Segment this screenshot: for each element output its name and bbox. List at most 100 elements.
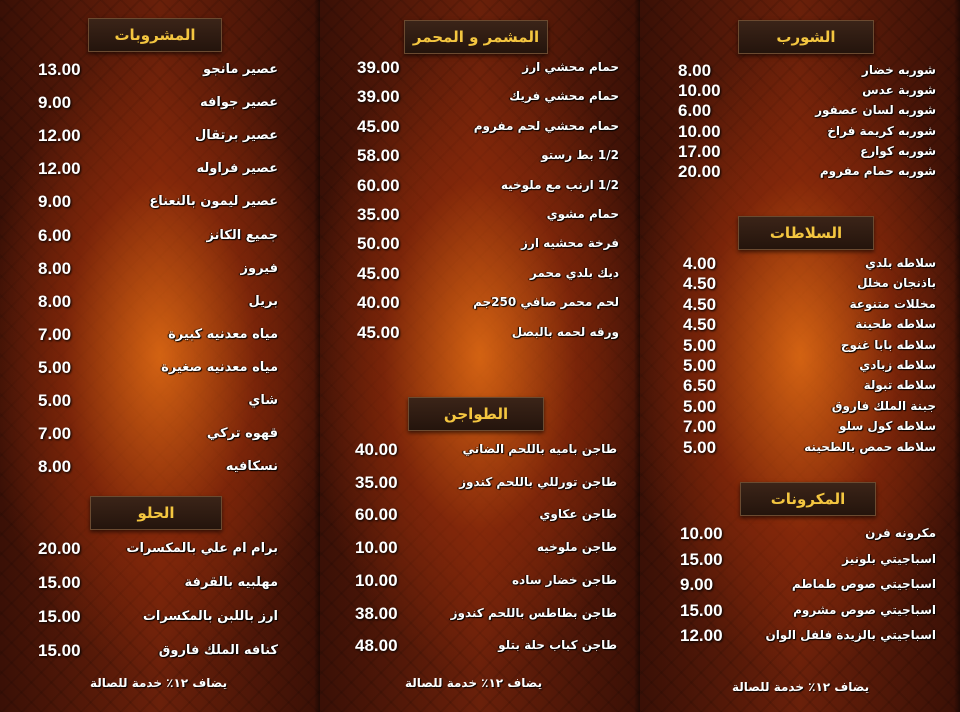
item-price: 8.00 <box>678 61 712 80</box>
menu-item: 5.00 سلاطه حمص بالطحينه <box>683 438 936 460</box>
item-price: 5.00 <box>683 335 717 355</box>
menu-item: 6.00 جميع الكانز <box>38 225 278 248</box>
item-name: طاجن عكاوي <box>539 507 617 522</box>
section-header-desserts: الحلو <box>90 496 222 530</box>
item-price: 6.50 <box>683 376 717 396</box>
item-price: 15.00 <box>38 607 81 626</box>
menu-item: 60.00 طاجن عكاوي <box>355 505 617 527</box>
item-price: 15.00 <box>680 549 723 569</box>
item-name: سلاطه طحينة <box>855 317 936 332</box>
item-name: حمام مشوي <box>546 207 619 221</box>
item-price: 20.00 <box>38 539 81 558</box>
menu-item: 9.00 عصير جوافه <box>38 93 278 115</box>
item-name: لحم محمر صافي 250جم <box>473 295 619 310</box>
item-price: 9.00 <box>38 192 72 212</box>
menu-item: 50.00 فرخة محشيه ارز <box>357 234 619 256</box>
middle-panel <box>320 0 640 712</box>
item-price: 7.00 <box>38 424 72 444</box>
item-price: 45.00 <box>357 263 400 283</box>
item-name: حمام محشي ارز <box>522 60 619 74</box>
item-price: 7.00 <box>683 417 717 437</box>
menu-item: 10.00 طاجن خضار ساده <box>355 570 617 593</box>
item-price: 5.00 <box>38 357 72 377</box>
item-name: ورقه لحمه بالبصل <box>511 324 619 339</box>
menu-item: 10.00 شوربة عدس <box>678 81 936 103</box>
menu-item: 17.00 شوربه كوارع <box>678 141 936 164</box>
item-name: شوربه كريمة فراخ <box>827 123 936 138</box>
item-price: 8.00 <box>38 457 72 477</box>
item-name: برام ام علي بالمكسرات <box>126 541 278 556</box>
menu-item: 48.00 طاجن كباب حلة بتلو <box>355 636 617 658</box>
menu-item: 60.00 1/2 ارنب مع ملوخيه <box>357 175 619 198</box>
item-name: سلاطه بلدي <box>864 256 936 270</box>
menu-item: 40.00 طاجن باميه باللحم الضاني <box>355 440 617 462</box>
menu-item: 15.00 كنافه الملك فاروق <box>38 641 278 663</box>
menu-item: 39.00 حمام محشي فريك <box>357 87 619 109</box>
item-price: 5.00 <box>683 356 717 375</box>
menu-item: 10.00 طاجن ملوخيه <box>355 538 617 560</box>
item-price: 15.00 <box>38 641 81 660</box>
item-price: 6.00 <box>38 225 72 245</box>
item-name: كنافه الملك فاروق <box>158 643 278 658</box>
item-price: 10.00 <box>355 570 398 590</box>
menu-item: 6.00 شوربه لسان عصفور <box>678 101 936 123</box>
menu-item: 5.00 جبنة الملك فاروق <box>683 396 936 419</box>
item-name: عصير برتقال <box>195 128 278 144</box>
item-price: 15.00 <box>680 600 723 620</box>
item-price: 10.00 <box>678 121 721 141</box>
item-name: قهوه تركي <box>206 426 278 442</box>
item-price: 12.00 <box>680 626 723 645</box>
item-price: 9.00 <box>38 93 72 113</box>
menu-item: 39.00 حمام محشي ارز <box>357 58 619 80</box>
item-name: طاجن كباب حلة بتلو <box>498 638 617 653</box>
menu-item: 38.00 طاجن بطاطس باللحم كندوز <box>355 604 617 626</box>
item-name: اسباجيتي صوص مشروم <box>793 602 936 617</box>
item-price: 4.50 <box>683 315 717 335</box>
item-name: سلاطه بابا غنوج <box>840 337 936 352</box>
item-price: 10.00 <box>680 524 723 543</box>
item-price: 39.00 <box>357 87 400 107</box>
item-name: عصير جوافه <box>200 95 278 111</box>
menu-item: 8.00 شوربه خضار <box>678 61 936 83</box>
item-name: اسباجيتي صوص طماطم <box>791 577 936 591</box>
item-name: حمام محشي لحم مفروم <box>473 118 619 133</box>
item-name: مخللات متنوعة <box>849 296 936 311</box>
item-name: بريل <box>248 293 278 309</box>
item-price: 5.00 <box>683 396 717 416</box>
item-price: 60.00 <box>357 175 400 195</box>
menu-item: 15.00 ارز باللبن بالمكسرات <box>38 607 278 629</box>
item-price: 7.00 <box>38 324 72 344</box>
menu-item: 45.00 ديك بلدي محمر <box>357 263 619 286</box>
item-name: طاجن تورللي باللحم كندوز <box>459 474 617 489</box>
menu-item: 6.50 سلاطه تبولة <box>683 376 936 398</box>
item-price: 58.00 <box>357 146 400 166</box>
service-note-right: يضاف ١٢٪ خدمة للصالة <box>732 680 870 694</box>
menu-item: 35.00 حمام مشوي <box>357 205 619 227</box>
menu-item: 12.00 عصير برتقال <box>38 126 278 148</box>
item-price: 9.00 <box>680 575 714 594</box>
item-name: شوربه حمام مفروم <box>819 164 936 178</box>
item-price: 10.00 <box>678 81 721 101</box>
item-name: عصير مانجو <box>203 62 278 77</box>
item-price: 6.00 <box>678 101 712 121</box>
item-price: 17.00 <box>678 141 721 161</box>
item-name: طاجن خضار ساده <box>511 572 617 587</box>
item-name: اسباجيتي بلونيز <box>842 551 936 566</box>
section-header-grills: المشمر و المحمر <box>404 20 548 54</box>
item-price: 8.00 <box>38 291 72 311</box>
menu-item: 12.00 اسباجيتي بالزيدة فلفل الوان <box>680 626 936 648</box>
item-name: شوربة عدس <box>862 83 936 98</box>
section-header-pasta: المكرونات <box>740 482 876 516</box>
menu-item: 4.50 باذنجان مخلل <box>683 274 936 296</box>
menu-item: 15.00 مهلبيه بالقرفة <box>38 573 278 595</box>
menu-item: 12.00 عصير فراوله <box>38 159 278 181</box>
right-panel <box>640 0 960 712</box>
item-price: 20.00 <box>678 162 721 181</box>
menu-item: 15.00 اسباجيتي صوص مشروم <box>680 600 936 623</box>
menu-item: 15.00 اسباجيتي بلونيز <box>680 549 936 572</box>
item-price: 4.50 <box>683 294 717 314</box>
item-name: طاجن ملوخيه <box>536 540 617 555</box>
item-price: 40.00 <box>355 440 398 459</box>
item-price: 12.00 <box>38 159 81 179</box>
item-price: 4.00 <box>683 254 717 273</box>
